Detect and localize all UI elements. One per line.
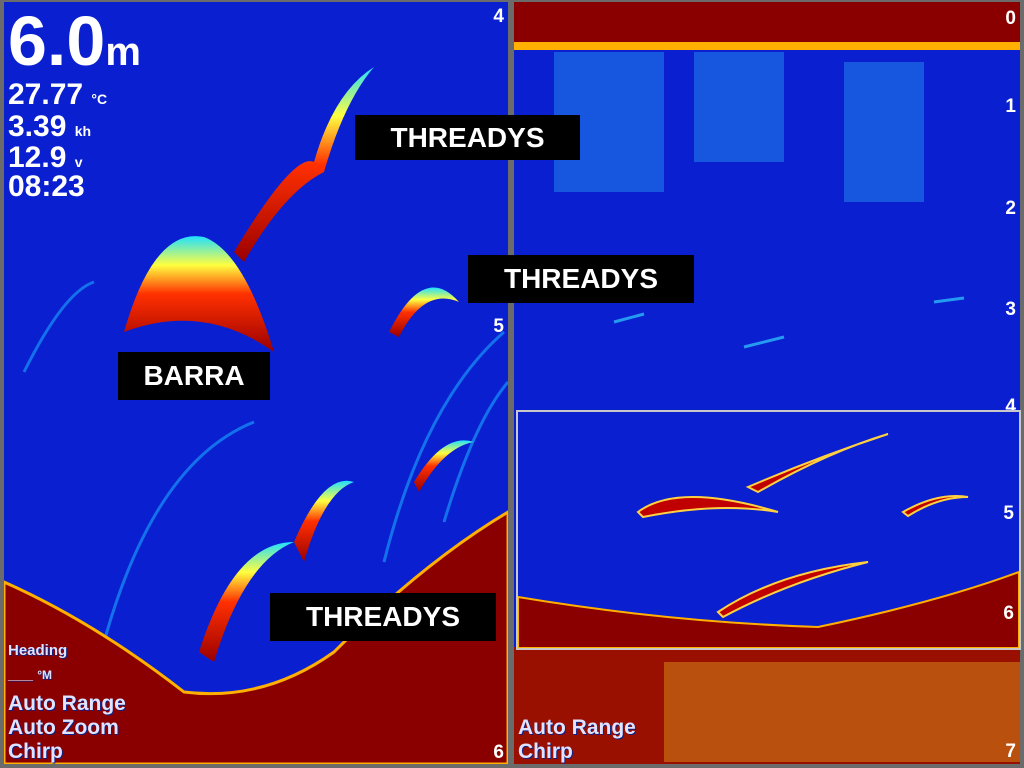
annotation-threadys-top: THREADYS <box>355 115 580 160</box>
depth-scale-6: 6 <box>493 742 504 763</box>
heading-unit: °M <box>37 668 52 682</box>
depth-scale-5: 5 <box>493 316 504 337</box>
status-chirp: Chirp <box>8 740 63 763</box>
depth-scale-4-right: 4 <box>1005 396 1016 417</box>
depth-scale-6-right: 6 <box>1003 603 1014 624</box>
annotation-threadys-bottom: THREADYS <box>270 593 496 641</box>
depth-value: 6.0 <box>8 2 106 80</box>
depth-readout: 6.0m <box>8 6 141 76</box>
depth-scale-2: 2 <box>1005 198 1016 219</box>
water-temperature: 27.77 °C <box>8 80 107 110</box>
annotation-barra: BARRA <box>118 352 270 400</box>
speed: 3.39 kh <box>8 112 91 142</box>
heading-readout: ___ °M <box>8 666 52 683</box>
depth-unit: m <box>105 30 141 74</box>
heading-label: Heading <box>8 642 68 659</box>
depth-scale-0: 0 <box>1005 8 1016 29</box>
zoom-echo-image <box>518 433 1019 648</box>
status-chirp-right: Chirp <box>518 740 573 763</box>
voltage-unit: v <box>74 154 83 170</box>
status-auto-zoom: Auto Zoom <box>8 716 119 739</box>
heading-value: ___ <box>8 666 34 683</box>
depth-scale-5-right: 5 <box>1003 503 1014 524</box>
voltage-value: 12.9 <box>8 141 67 174</box>
depth-scale-7: 7 <box>1005 741 1016 762</box>
status-auto-range: Auto Range <box>8 692 126 715</box>
status-auto-range-right: Auto Range <box>518 716 636 739</box>
speed-unit: kh <box>74 123 92 139</box>
zoom-window[interactable] <box>516 410 1021 650</box>
depth-scale-1: 1 <box>1005 96 1016 117</box>
voltage: 12.9 v <box>8 143 83 173</box>
temperature-value: 27.77 <box>8 78 84 111</box>
sonar-echo-image <box>4 67 508 764</box>
temperature-unit: °C <box>91 91 108 107</box>
speed-value: 3.39 <box>8 110 67 143</box>
depth-scale-3: 3 <box>1005 299 1016 320</box>
depth-scale-4: 4 <box>493 6 504 27</box>
clock-time: 08:23 <box>8 170 85 203</box>
annotation-threadys-middle: THREADYS <box>468 255 694 303</box>
sonar-echo-image-full <box>514 2 1020 764</box>
